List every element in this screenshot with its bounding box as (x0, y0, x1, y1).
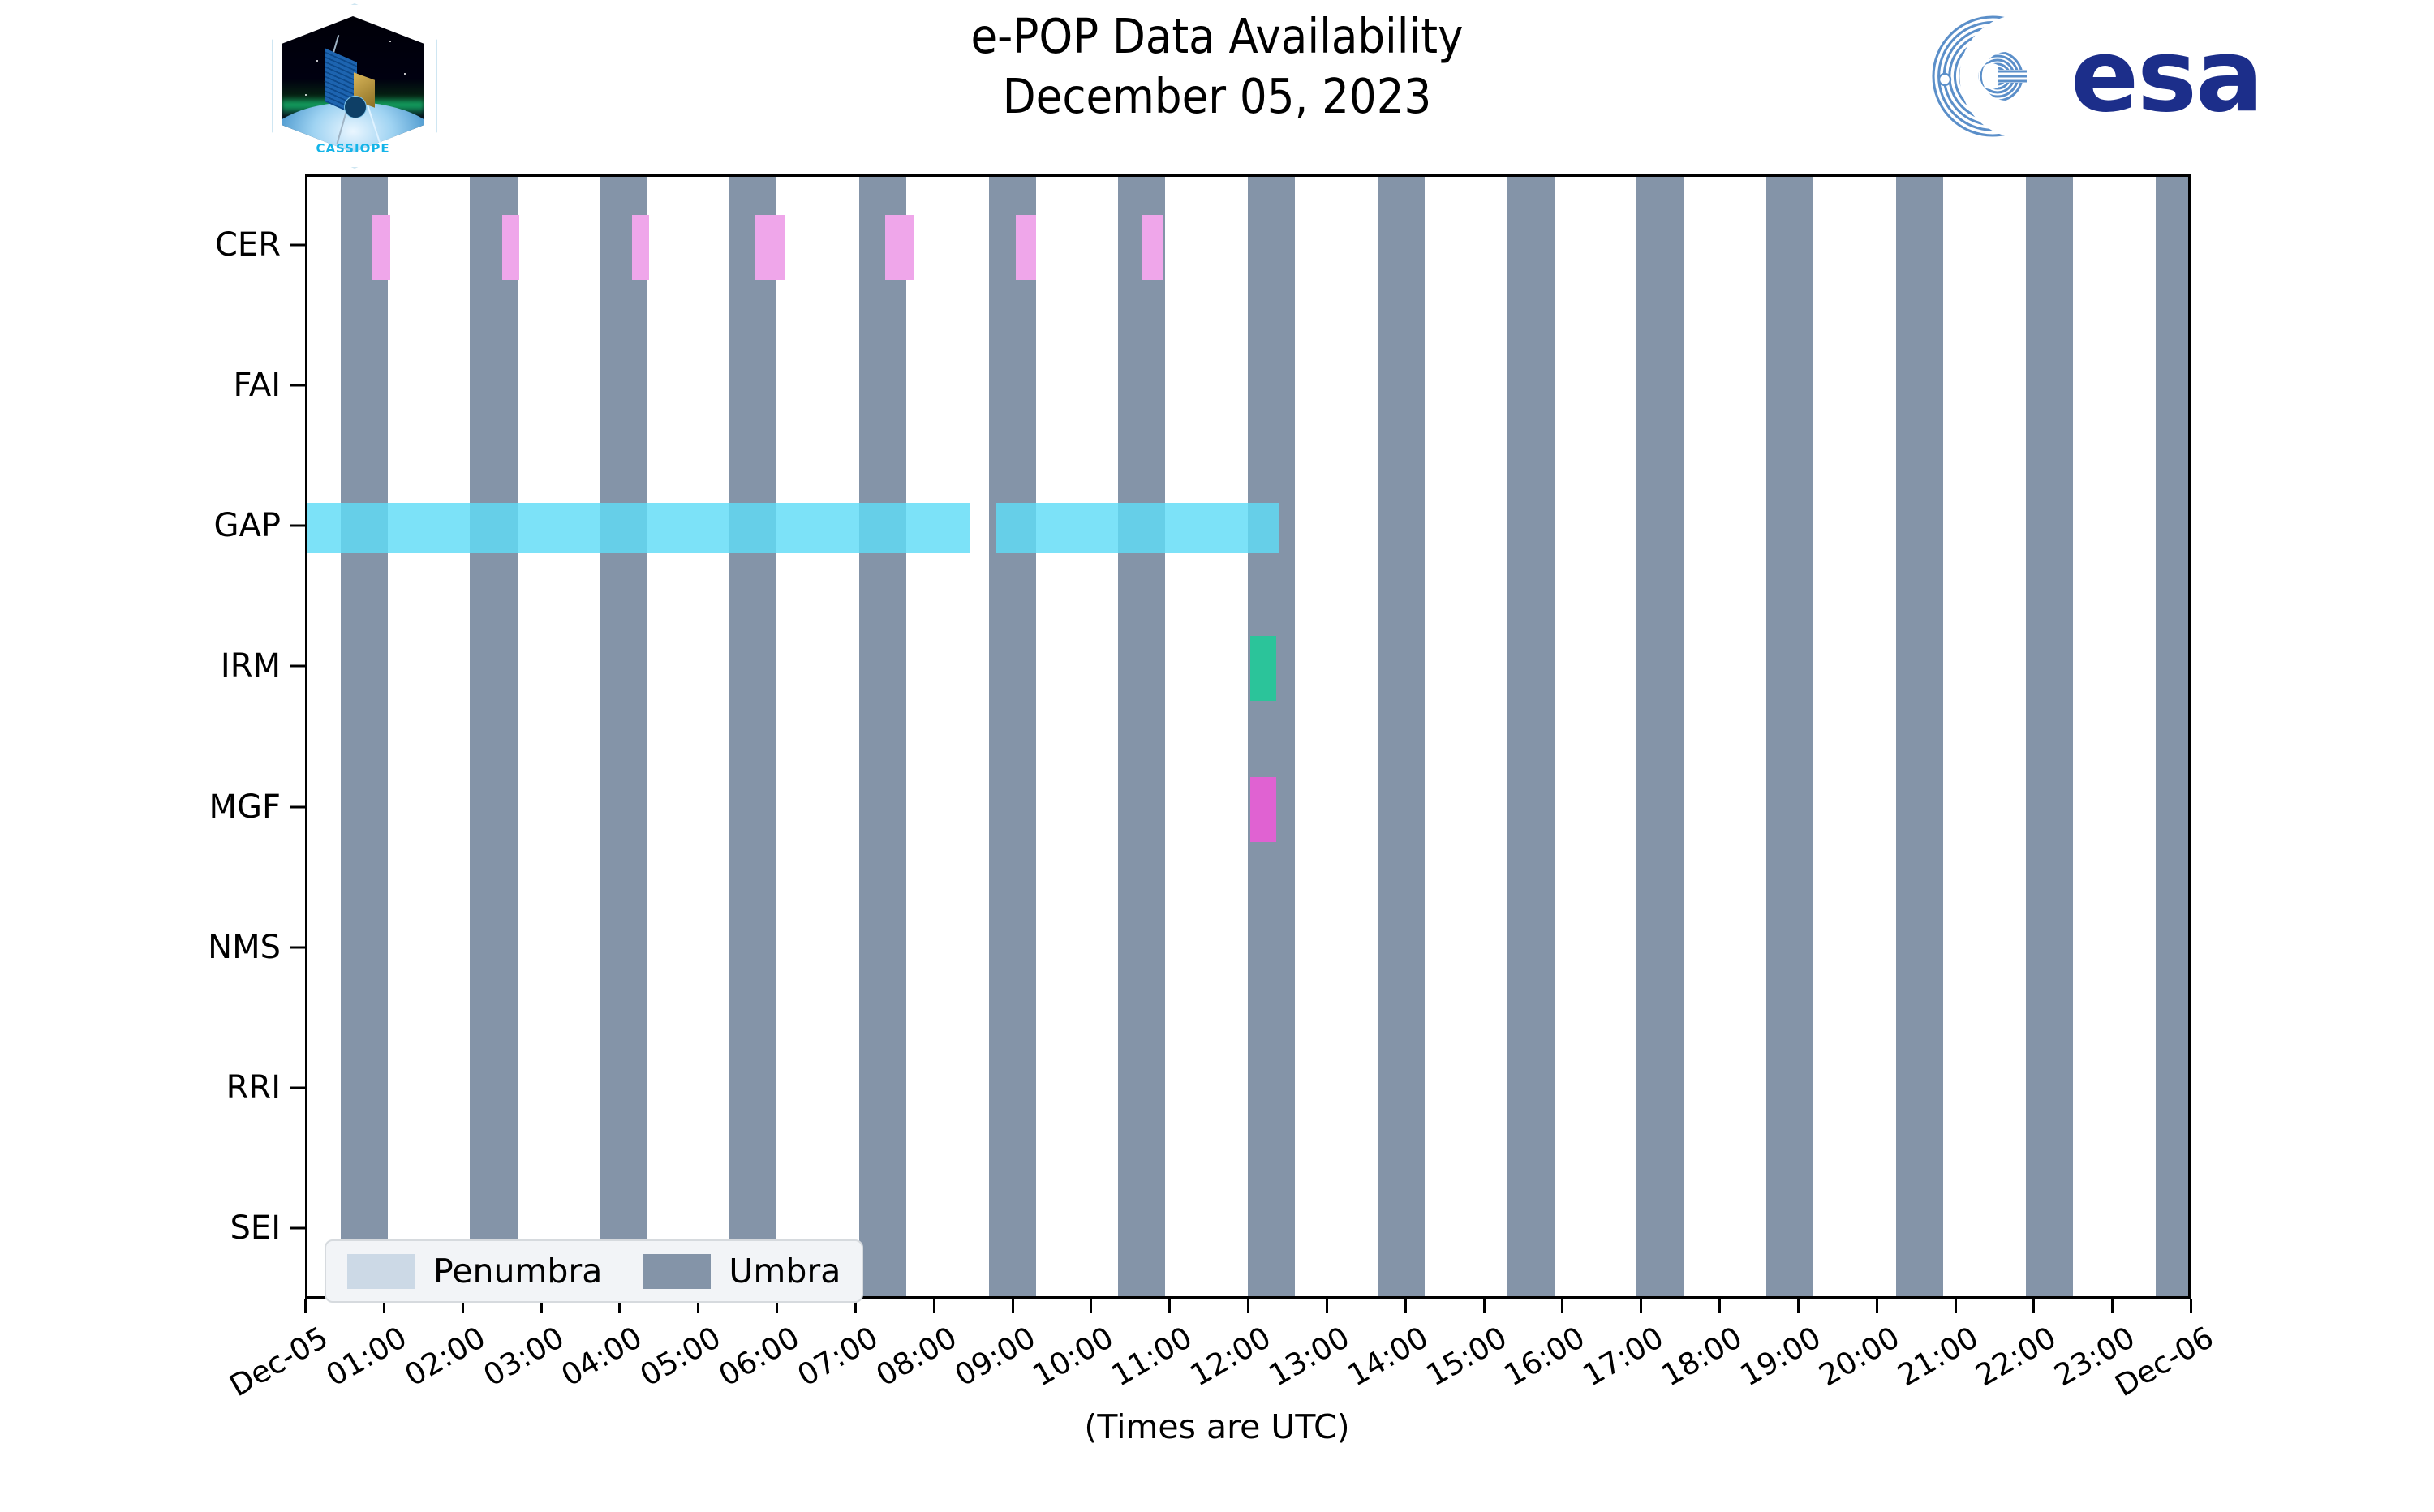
chart-title: e-POP Data Availability December 05, 202… (617, 6, 1817, 127)
y-tick-label-mgf: MGF (209, 788, 281, 826)
y-tick-mark (290, 805, 305, 809)
y-tick-mark (290, 384, 305, 387)
y-tick-label-irm: IRM (220, 647, 281, 685)
y-tick-label-nms: NMS (208, 928, 281, 966)
data-bar-cer (502, 214, 520, 280)
x-tick-mark (304, 1299, 307, 1313)
umbra-band (1636, 177, 1684, 1296)
umbra-band (470, 177, 518, 1296)
x-tick-mark (1168, 1299, 1172, 1313)
esa-swirl-icon (1932, 15, 2030, 137)
chart-title-line1: e-POP Data Availability (970, 8, 1464, 64)
x-tick-mark (1640, 1299, 1643, 1313)
data-bar-cer (1016, 214, 1036, 280)
legend-swatch-penumbra (347, 1253, 415, 1289)
x-tick-mark (1875, 1299, 1878, 1313)
x-tick-mark (2111, 1299, 2114, 1313)
umbra-band (2155, 177, 2188, 1296)
y-tick-label-gap: GAP (213, 507, 281, 545)
x-tick-mark (1090, 1299, 1093, 1313)
y-tick-mark (290, 524, 305, 527)
page-header: CASSIOPE e-POP Data Availability Decembe… (0, 0, 2434, 174)
y-tick-label-sei: SEI (230, 1209, 281, 1248)
umbra-band (340, 177, 388, 1296)
x-tick-mark (382, 1299, 385, 1313)
mission-badge-icon (344, 96, 367, 118)
x-tick-mark (1561, 1299, 1564, 1313)
cassiope-logo: CASSIOPE (272, 3, 437, 169)
umbra-band (1766, 177, 1814, 1296)
cassiope-hex-image (282, 16, 424, 152)
umbra-band (2025, 177, 2073, 1296)
esa-wordmark: esa (2071, 18, 2264, 135)
x-tick-mark (1325, 1299, 1328, 1313)
y-tick-label-cer: CER (215, 226, 281, 264)
x-tick-mark (1954, 1299, 1957, 1313)
data-bar-irm (1250, 636, 1276, 702)
umbra-band (1248, 177, 1296, 1296)
legend-label-umbra: Umbra (729, 1252, 841, 1291)
y-tick-label-fai: FAI (233, 366, 282, 404)
x-tick-mark (1404, 1299, 1407, 1313)
y-tick-mark (290, 243, 305, 247)
x-tick-mark (1247, 1299, 1249, 1313)
y-tick-mark (290, 946, 305, 949)
chart-title-line2: December 05, 2023 (1002, 68, 1432, 124)
data-bar-gap (996, 503, 1279, 554)
plot-inner-area (307, 177, 2188, 1296)
x-tick-mark (1482, 1299, 1486, 1313)
umbra-band (1507, 177, 1555, 1296)
x-tick-mark (2190, 1299, 2192, 1313)
x-tick-mark (697, 1299, 700, 1313)
legend-swatch-umbra (643, 1253, 712, 1289)
legend-entry-umbra: Umbra (643, 1252, 841, 1291)
x-tick-mark (776, 1299, 778, 1313)
umbra-band (729, 177, 777, 1296)
data-bar-mgf (1250, 776, 1276, 842)
legend: Penumbra Umbra (325, 1239, 864, 1303)
x-tick-mark (618, 1299, 621, 1313)
x-tick-mark (1011, 1299, 1014, 1313)
x-tick-mark (461, 1299, 464, 1313)
cassiope-wordmark: CASSIOPE (316, 141, 390, 156)
x-tick-mark (2032, 1299, 2036, 1313)
data-bar-cer (755, 214, 785, 280)
y-tick-label-rri: RRI (226, 1069, 281, 1107)
data-bar-cer (372, 214, 390, 280)
legend-entry-penumbra: Penumbra (347, 1252, 602, 1291)
umbra-band (1895, 177, 1944, 1296)
y-tick-mark (290, 1226, 305, 1230)
x-axis-caption: (Times are UTC) (1084, 1407, 1350, 1446)
esa-logo: esa (1923, 11, 2280, 141)
y-tick-mark (290, 1086, 305, 1089)
x-tick-mark (932, 1299, 935, 1313)
data-bar-gap (307, 503, 970, 554)
x-tick-mark (1796, 1299, 1800, 1313)
umbra-band (1118, 177, 1166, 1296)
x-tick-mark (854, 1299, 857, 1313)
data-bar-cer (631, 214, 650, 280)
data-bar-cer (1142, 214, 1163, 280)
data-bar-cer (884, 214, 914, 280)
y-tick-mark (290, 664, 305, 668)
x-tick-mark (1718, 1299, 1721, 1313)
legend-label-penumbra: Penumbra (433, 1252, 603, 1291)
umbra-band (1377, 177, 1425, 1296)
availability-timeline-plot (305, 174, 2191, 1299)
umbra-band (858, 177, 906, 1296)
umbra-band (988, 177, 1036, 1296)
umbra-band (600, 177, 647, 1296)
x-tick-mark (540, 1299, 543, 1313)
